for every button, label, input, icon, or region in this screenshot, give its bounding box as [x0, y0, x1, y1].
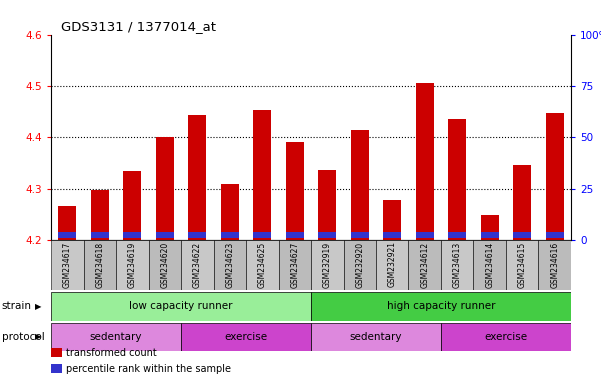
Bar [286, 142, 304, 240]
Text: GSM234627: GSM234627 [290, 242, 299, 288]
Text: transformed count: transformed count [66, 348, 157, 358]
Bar [254, 110, 271, 240]
Text: percentile rank within the sample: percentile rank within the sample [66, 364, 231, 374]
Bar [351, 129, 368, 240]
Bar [91, 232, 109, 238]
Bar [84, 240, 116, 290]
Text: GSM234613: GSM234613 [453, 242, 462, 288]
Text: GSM234615: GSM234615 [517, 242, 526, 288]
Bar [116, 240, 148, 290]
Bar [254, 232, 271, 238]
Bar [506, 240, 538, 290]
Text: GSM234620: GSM234620 [160, 242, 169, 288]
Bar [188, 232, 206, 238]
Text: sedentary: sedentary [350, 332, 402, 342]
Text: exercise: exercise [224, 332, 267, 342]
Bar [474, 240, 506, 290]
Bar [91, 190, 109, 240]
Bar [546, 113, 564, 240]
Bar [441, 323, 571, 351]
Text: strain: strain [2, 301, 32, 311]
Bar [319, 232, 336, 238]
Bar [246, 240, 278, 290]
Bar [181, 240, 213, 290]
Bar [448, 119, 466, 240]
Bar [123, 232, 141, 238]
Bar [383, 200, 401, 240]
Bar [376, 240, 409, 290]
Bar [221, 184, 239, 240]
Bar [441, 240, 474, 290]
Bar [51, 240, 84, 290]
Bar [221, 232, 239, 238]
Bar [481, 232, 499, 238]
Text: GSM234623: GSM234623 [225, 242, 234, 288]
Bar [278, 240, 311, 290]
Text: high capacity runner: high capacity runner [386, 301, 495, 311]
Text: protocol: protocol [2, 332, 44, 342]
Bar [156, 232, 174, 238]
Bar [513, 232, 531, 238]
Bar [383, 232, 401, 238]
Bar [58, 205, 76, 240]
Text: GSM232920: GSM232920 [355, 242, 364, 288]
Bar [148, 240, 181, 290]
Bar [513, 164, 531, 240]
Text: sedentary: sedentary [90, 332, 142, 342]
Bar [51, 292, 311, 321]
Text: GDS3131 / 1377014_at: GDS3131 / 1377014_at [61, 20, 216, 33]
Text: GSM234625: GSM234625 [258, 242, 267, 288]
Text: ▶: ▶ [35, 302, 41, 311]
Text: GSM232921: GSM232921 [388, 242, 397, 288]
Bar [409, 240, 441, 290]
Text: GSM234614: GSM234614 [485, 242, 494, 288]
Text: GSM234617: GSM234617 [63, 242, 72, 288]
Bar [538, 240, 571, 290]
Text: low capacity runner: low capacity runner [129, 301, 233, 311]
Bar [416, 232, 434, 238]
Bar [286, 232, 304, 238]
Text: exercise: exercise [484, 332, 528, 342]
Bar [123, 170, 141, 240]
Text: GSM234622: GSM234622 [193, 242, 202, 288]
Bar [416, 83, 434, 240]
Text: GSM234612: GSM234612 [420, 242, 429, 288]
Text: GSM234618: GSM234618 [96, 242, 105, 288]
Bar [481, 215, 499, 240]
Bar [448, 232, 466, 238]
Text: GSM234619: GSM234619 [128, 242, 137, 288]
Bar [351, 232, 368, 238]
Bar [344, 240, 376, 290]
Bar [156, 137, 174, 240]
Text: GSM234616: GSM234616 [550, 242, 559, 288]
Bar [546, 232, 564, 238]
Bar [188, 115, 206, 240]
Bar [213, 240, 246, 290]
Bar [58, 232, 76, 238]
Bar [311, 240, 344, 290]
Text: GSM232919: GSM232919 [323, 242, 332, 288]
Bar [311, 292, 571, 321]
Text: ▶: ▶ [35, 333, 41, 341]
Bar [51, 323, 181, 351]
Bar [181, 323, 311, 351]
Bar [319, 170, 336, 240]
Bar [311, 323, 441, 351]
